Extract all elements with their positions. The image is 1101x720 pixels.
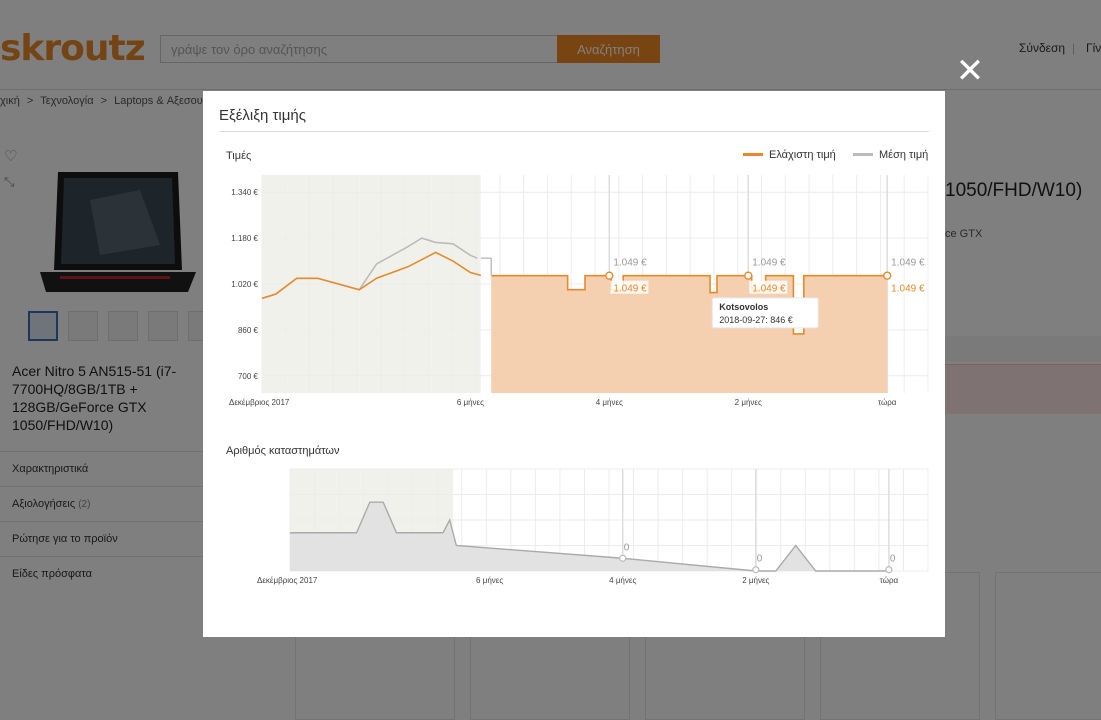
min-price-point [882,271,892,280]
x-tick-label: 6 μήνες [476,576,503,585]
min-price-line [491,274,888,335]
shops-area [290,502,889,571]
x-tick-label: Δεκέμβριος 2017 [229,398,290,407]
chart-legend: Ελάχιστη τιμή Μέση τιμή [743,149,929,163]
price-history-modal: Εξέλιξη τιμής Τιμές Ελάχιστη τιμή Μέση τ… [203,91,945,637]
legend-item-min-price[interactable]: Ελάχιστη τιμή [743,149,836,161]
x-tick-label: 2 μήνες [742,576,769,585]
tooltip-box [711,297,819,329]
y-tick-label: 1.180 € [231,234,258,243]
shops-line [290,501,889,572]
legend-swatch [743,152,763,156]
x-tick-label: 2 μήνες [735,398,762,407]
shops-chart-label: Αριθμός καταστημάτων [226,445,340,457]
x-tick-label: 4 μήνες [596,398,623,407]
legend-label: Ελάχιστη τιμή [769,149,836,161]
avg-price-value-label: 1.049 € [752,258,786,269]
shops-point [619,554,627,562]
label-background [888,280,927,294]
min-price-point [605,271,614,280]
shops-value-label: 0 [890,554,896,565]
legend-item-avg-price[interactable]: Μέση τιμή [853,149,928,161]
min-price-area [491,275,888,393]
min-price-history-line [261,251,482,300]
shops-chart[interactable]: 0 0 0 Δεκέμβριος 2017 6 μήνες 4 μήνες 2 μήνες τ… [203,463,945,593]
tooltip-text: 2018-09-27: 846 € [719,315,793,325]
price-chart-label: Τιμές [226,150,252,162]
y-tick-label: 1.020 € [231,280,258,289]
label-background [610,280,649,294]
avg-price-value-label: 1.049 € [613,258,647,269]
min-price-point [744,271,753,280]
label-background [749,280,788,294]
shops-value-label: 0 [757,554,763,565]
legend-swatch [853,152,873,156]
min-price-value-label: 1.049 € [891,284,925,295]
modal-divider [219,131,929,132]
x-tick-label: Δεκέμβριος 2017 [257,576,318,585]
min-price-value-label: 1.049 € [752,284,786,295]
x-tick-label: 4 μήνες [609,576,636,585]
y-tick-label: 700 € [238,372,259,381]
x-tick-label: τώρα [878,398,897,407]
legend-label: Μέση τιμή [879,149,929,161]
close-icon[interactable]: ✕ [955,52,985,90]
price-chart[interactable]: 1.340 € 1.180 € 1.020 € 860 € 700 € Δεκέμβριο… [203,169,945,409]
x-tick-label: τώρα [880,576,899,585]
shops-point [752,566,760,574]
x-tick-label: 6 μήνες [457,398,484,407]
shops-point [885,566,893,574]
min-price-value-label: 1.049 € [613,284,647,295]
y-tick-label: 1.340 € [231,188,258,197]
y-tick-label: 860 € [238,326,259,335]
shops-value-label: 0 [624,542,630,553]
modal-title: Εξέλιξη τιμής [219,107,306,124]
avg-price-value-label: 1.049 € [891,258,925,269]
tooltip-title: Kotsovolos [719,302,768,312]
